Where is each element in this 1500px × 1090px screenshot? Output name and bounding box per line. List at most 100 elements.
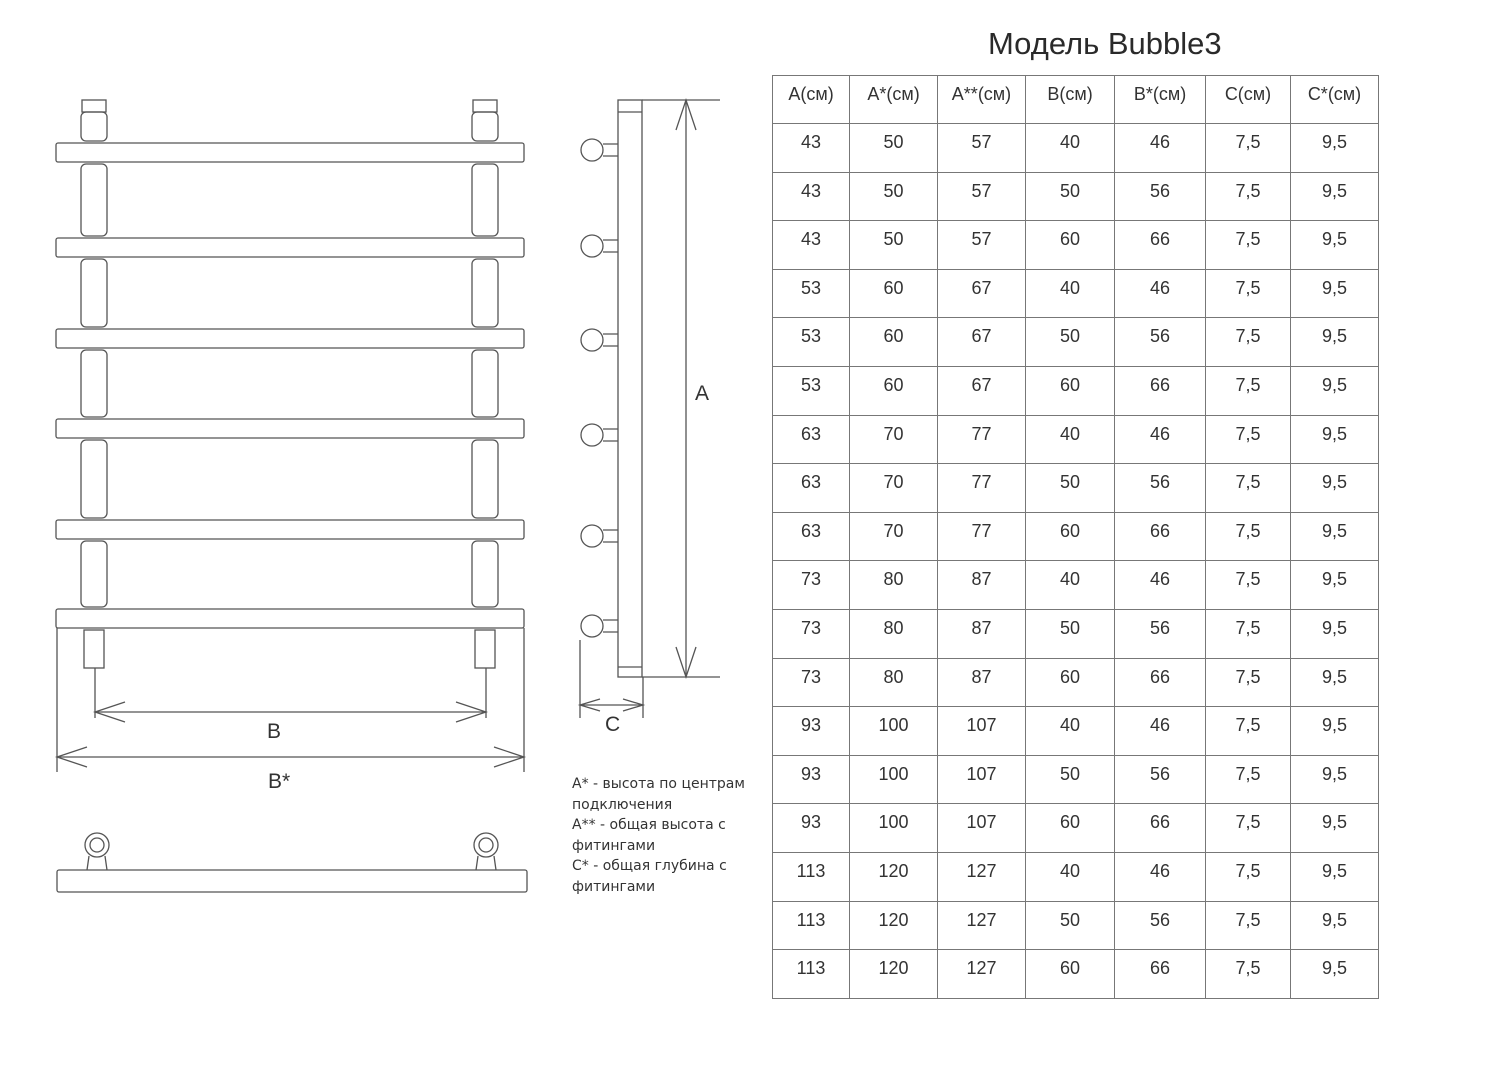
towel-rail-bar — [55, 418, 525, 439]
vertical-pipe-segment — [471, 540, 499, 608]
table-cell: 7,5 — [1205, 171, 1291, 222]
table-cell: 63 — [772, 463, 850, 513]
fitting-ring-inner — [89, 837, 105, 853]
table-cell: 70 — [849, 511, 938, 562]
table-cell: 40 — [1025, 414, 1115, 465]
bar-connector — [603, 143, 618, 157]
legend: A* - высота по центрам подключения A** -… — [572, 774, 772, 897]
table-cell: 93 — [772, 754, 850, 805]
table-cell: 63 — [772, 511, 850, 562]
table-cell: 7,5 — [1205, 511, 1291, 562]
table-cell: 9,5 — [1290, 317, 1379, 367]
fitting-ring-outer — [84, 832, 110, 858]
table-row: 93 100 107 60 66 7,5 9,5 — [772, 803, 1379, 853]
table-cell: 9,5 — [1290, 949, 1379, 999]
bottom-view-bar — [56, 869, 528, 893]
towel-rail-bar — [55, 519, 525, 540]
dimension-label-a: A — [695, 382, 710, 405]
table-cell: 40 — [1025, 268, 1115, 319]
table-cell: 60 — [1025, 220, 1115, 270]
towel-rail-bar — [55, 142, 525, 163]
vertical-pipe-segment — [471, 163, 499, 237]
table-row: 53 60 67 50 56 7,5 9,5 — [772, 317, 1379, 367]
table-cell: 66 — [1114, 220, 1206, 270]
table-cell: 9,5 — [1290, 268, 1379, 319]
vertical-pipe-segment — [471, 111, 499, 142]
table-cell: 40 — [1025, 123, 1115, 173]
table-cell: 50 — [1025, 171, 1115, 222]
dimension-label-b: B — [267, 720, 282, 743]
table-row: 63 70 77 60 66 7,5 9,5 — [772, 511, 1379, 562]
bar-end-circle — [580, 423, 604, 447]
dimensions-table: A(см) A*(см) A**(см) B(см) B*(см) C(см) C*(см)… — [772, 75, 1379, 999]
bar-end-circle — [580, 234, 604, 258]
table-cell: 46 — [1114, 414, 1206, 465]
fitting-neck — [86, 855, 108, 871]
table-cell: 67 — [937, 268, 1026, 319]
column-header: C*(см) — [1290, 75, 1379, 124]
table-row: 63 70 77 50 56 7,5 9,5 — [772, 463, 1379, 513]
table-cell: 57 — [937, 220, 1026, 270]
vertical-pipe-segment — [80, 111, 108, 142]
table-cell: 127 — [937, 900, 1026, 951]
table-row: 63 70 77 40 46 7,5 9,5 — [772, 414, 1379, 465]
table-cell: 7,5 — [1205, 220, 1291, 270]
dimension-label-c: C — [605, 713, 621, 736]
table-cell: 70 — [849, 463, 938, 513]
table-cell: 50 — [1025, 900, 1115, 951]
table-cell: 127 — [937, 851, 1026, 902]
table-cell: 43 — [772, 123, 850, 173]
table-cell: 7,5 — [1205, 851, 1291, 902]
table-cell: 56 — [1114, 608, 1206, 659]
table-cell: 9,5 — [1290, 608, 1379, 659]
table-cell: 107 — [937, 803, 1026, 853]
table-cell: 40 — [1025, 851, 1115, 902]
table-cell: 100 — [849, 803, 938, 853]
table-row: 113 120 127 40 46 7,5 9,5 — [772, 851, 1379, 902]
vertical-pipe-segment — [80, 163, 108, 237]
table-cell: 113 — [772, 900, 850, 951]
table-cell: 66 — [1114, 949, 1206, 999]
table-row: 43 50 57 60 66 7,5 9,5 — [772, 220, 1379, 270]
table-cell: 7,5 — [1205, 365, 1291, 416]
bar-end-circle — [580, 614, 604, 638]
fitting-ring-inner — [478, 837, 494, 853]
table-cell: 93 — [772, 803, 850, 853]
table-cell: 66 — [1114, 511, 1206, 562]
table-cell: 56 — [1114, 754, 1206, 805]
table-cell: 80 — [849, 657, 938, 708]
table-cell: 50 — [1025, 463, 1115, 513]
table-cell: 60 — [1025, 365, 1115, 416]
table-cell: 9,5 — [1290, 123, 1379, 173]
side-view-drawing — [577, 97, 720, 718]
table-cell: 50 — [1025, 608, 1115, 659]
table-cell: 9,5 — [1290, 414, 1379, 465]
vertical-pipe-segment — [80, 349, 108, 418]
table-cell: 107 — [937, 706, 1026, 756]
table-row: 93 100 107 40 46 7,5 9,5 — [772, 706, 1379, 756]
table-cell: 9,5 — [1290, 900, 1379, 951]
table-cell: 73 — [772, 608, 850, 659]
table-row: 93 100 107 50 56 7,5 9,5 — [772, 754, 1379, 805]
arrowheads — [577, 698, 646, 712]
table-cell: 9,5 — [1290, 220, 1379, 270]
table-cell: 9,5 — [1290, 560, 1379, 610]
bar-connector — [603, 428, 618, 442]
column-header: A*(см) — [849, 75, 938, 124]
table-cell: 87 — [937, 657, 1026, 708]
table-row: 73 80 87 60 66 7,5 9,5 — [772, 657, 1379, 708]
table-cell: 46 — [1114, 706, 1206, 756]
table-cell: 80 — [849, 608, 938, 659]
bar-end-circle — [580, 524, 604, 548]
table-cell: 7,5 — [1205, 657, 1291, 708]
bar-end-circle — [580, 328, 604, 352]
table-cell: 87 — [937, 560, 1026, 610]
table-cell: 56 — [1114, 171, 1206, 222]
table-cell: 50 — [849, 171, 938, 222]
table-cell: 46 — [1114, 851, 1206, 902]
vertical-pipe-segment — [471, 349, 499, 418]
fitting-neck — [475, 855, 497, 871]
table-cell: 60 — [1025, 949, 1115, 999]
table-cell: 77 — [937, 463, 1026, 513]
table-cell: 60 — [1025, 657, 1115, 708]
